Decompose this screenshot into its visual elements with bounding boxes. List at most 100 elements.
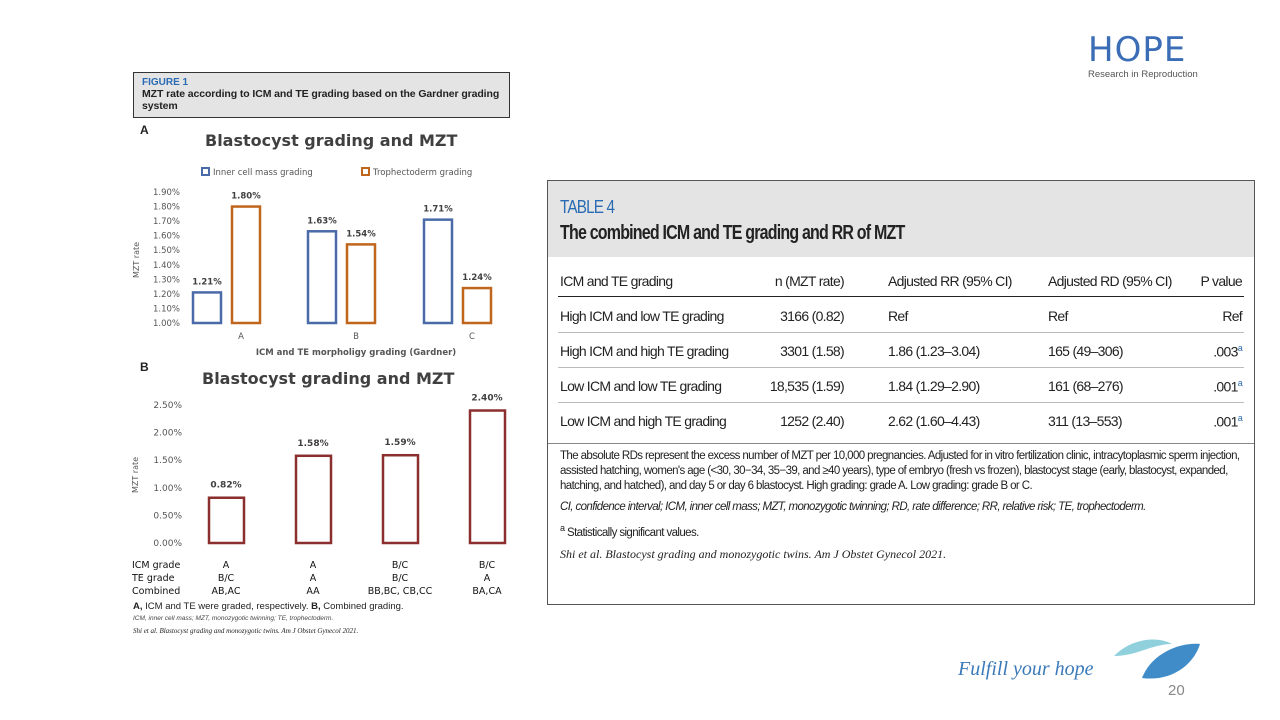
- x-tick-label: C: [469, 332, 475, 342]
- cell-rr-text: 1.84 (1.29–2.90): [888, 378, 980, 394]
- col-header-grading-text: ICM and TE grading: [560, 273, 673, 289]
- y-tick-label: 0.50%: [153, 511, 182, 521]
- x-category-label: BA,CA: [472, 586, 502, 597]
- logo-wordmark: HOPE: [1088, 30, 1187, 70]
- y-tick-label: 1.50%: [153, 456, 182, 466]
- bar: [191, 291, 223, 325]
- cell-grading: High ICM and low TE grading: [560, 308, 724, 324]
- cell-rr-text: Ref: [888, 308, 908, 324]
- y-axis-label: MZT rate: [132, 242, 141, 278]
- figure-abbreviations: ICM, inner cell mass; MZT, monozygotic t…: [133, 615, 334, 622]
- table-label: TABLE 4: [560, 197, 615, 217]
- bar: [381, 453, 420, 545]
- col-header-rr: Adjusted RR (95% CI): [888, 273, 1012, 289]
- col-header-n: n (MZT rate): [774, 273, 845, 289]
- cell-n-text: 3166 (0.82): [780, 308, 845, 324]
- cell-p-text: .003: [1213, 343, 1238, 360]
- data-label: 1.71%: [423, 205, 453, 215]
- page-number: 20: [1168, 682, 1185, 699]
- bar: [207, 496, 246, 545]
- x-category-label: BB,BC, CB,CC: [368, 586, 433, 597]
- cell-rd: Ref: [1048, 308, 1068, 324]
- y-tick-label: 1.40%: [153, 261, 180, 271]
- cell-n-text: 1252 (2.40): [780, 413, 845, 429]
- data-label: 2.40%: [471, 394, 502, 404]
- x-axis-label: ICM and TE morpholigy grading (Gardner): [256, 348, 456, 358]
- col-header-n-text: n (MZT rate): [774, 273, 845, 289]
- y-tick-label: 1.00%: [153, 484, 182, 494]
- figure-header: FIGURE 1 MZT rate according to ICM and T…: [133, 72, 510, 118]
- cell-rd-text: 165 (49–306): [1048, 343, 1124, 359]
- bar: [306, 230, 338, 325]
- x-category-label: A: [484, 573, 491, 584]
- table-note-significance: a Statistically significant values.: [560, 521, 1244, 541]
- cell-rr: 1.86 (1.23–3.04): [888, 343, 980, 359]
- cell-rr-text: 1.86 (1.23–3.04): [888, 343, 980, 359]
- legend-label: Trophectoderm grading: [372, 168, 472, 178]
- x-category-label: A: [310, 573, 317, 584]
- row-divider: [548, 443, 1254, 444]
- significance-marker: a: [1237, 378, 1243, 388]
- x-category-label: AA: [306, 586, 320, 597]
- note-text: Statistically significant values.: [564, 526, 699, 539]
- bar: [422, 218, 454, 325]
- x-category-label: B/C: [392, 573, 409, 584]
- y-tick-label: 2.00%: [153, 429, 182, 439]
- chart-a: 1.00% 1.10% 1.20% 1.30% 1.40% 1.50% 1.60% 1.70%…: [132, 167, 493, 358]
- row-label: ICM grade: [132, 560, 180, 571]
- col-header-rd-text: Adjusted RD (95% CI): [1048, 273, 1172, 289]
- row-divider: [558, 367, 1244, 368]
- cell-p: .003a: [1213, 343, 1243, 360]
- hope-logo: HOPE Research in Reproduction: [1088, 33, 1198, 80]
- cell-p: .001a: [1213, 413, 1243, 430]
- col-header-rr-text: Adjusted RR (95% CI): [888, 273, 1012, 289]
- row-divider: [558, 332, 1244, 333]
- cell-n: 3166 (0.82): [780, 308, 845, 324]
- y-tick-label: 1.50%: [153, 246, 180, 256]
- caption-a-mark: A,: [133, 601, 143, 612]
- slogan: Fulfill your hope: [958, 658, 1094, 680]
- y-tick-label: 1.10%: [153, 304, 180, 314]
- cell-rd: 165 (49–306): [1048, 343, 1124, 359]
- table-notes: The absolute RDs represent the excess nu…: [560, 449, 1244, 562]
- cell-grading-text: Low ICM and low TE grading: [560, 378, 722, 394]
- row-label: TE grade: [131, 573, 175, 584]
- cell-rd: 311 (13–553): [1048, 413, 1123, 429]
- data-label: 1.58%: [297, 439, 328, 449]
- y-tick-label: 1.30%: [153, 275, 180, 285]
- row-divider: [558, 402, 1244, 403]
- cell-rr: 2.62 (1.60–4.43): [888, 413, 980, 429]
- y-tick-label: 2.50%: [153, 401, 182, 411]
- col-header-p-text: P value: [1200, 273, 1242, 289]
- caption-a-text: ICM and TE were graded, respectively.: [142, 601, 312, 612]
- table-note-abbreviations: CI, confidence interval; ICM, inner cell…: [560, 501, 1146, 513]
- cell-rd-text: 311 (13–553): [1048, 413, 1123, 429]
- col-header-grading: ICM and TE grading: [560, 273, 673, 289]
- y-tick-label: 1.90%: [153, 188, 180, 198]
- panel-a-label: A: [140, 123, 149, 137]
- bar: [461, 286, 493, 325]
- note-sup: a: [560, 523, 565, 533]
- cell-n: 3301 (1.58): [780, 343, 845, 359]
- x-category-label: B/C: [218, 573, 235, 584]
- x-category-label: B/C: [479, 560, 496, 571]
- y-tick-label: 1.60%: [153, 232, 180, 242]
- header-rule: [558, 296, 1244, 297]
- bar: [468, 409, 507, 545]
- data-label: 1.80%: [231, 192, 261, 202]
- bar: [230, 205, 262, 325]
- cell-grading: High ICM and high TE grading: [560, 343, 729, 359]
- col-header-p: P value: [1200, 273, 1242, 289]
- table-note-adjustments: The absolute RDs represent the excess nu…: [560, 450, 1240, 492]
- cell-n: 1252 (2.40): [780, 413, 845, 429]
- row-label: Combined: [132, 586, 180, 597]
- table-citation: Shi et al. Blastocyst grading and monozy…: [560, 546, 947, 561]
- chart-b-title: Blastocyst grading and MZT: [202, 369, 455, 388]
- panel-b-label: B: [140, 360, 149, 374]
- cell-p-text: .001: [1213, 413, 1238, 430]
- y-tick-label: 0.00%: [153, 539, 182, 549]
- cell-n-text: 3301 (1.58): [780, 343, 845, 359]
- x-tick-label: B: [353, 332, 359, 342]
- legend-label: Inner cell mass grading: [213, 168, 313, 178]
- cell-p: .001a: [1213, 378, 1243, 395]
